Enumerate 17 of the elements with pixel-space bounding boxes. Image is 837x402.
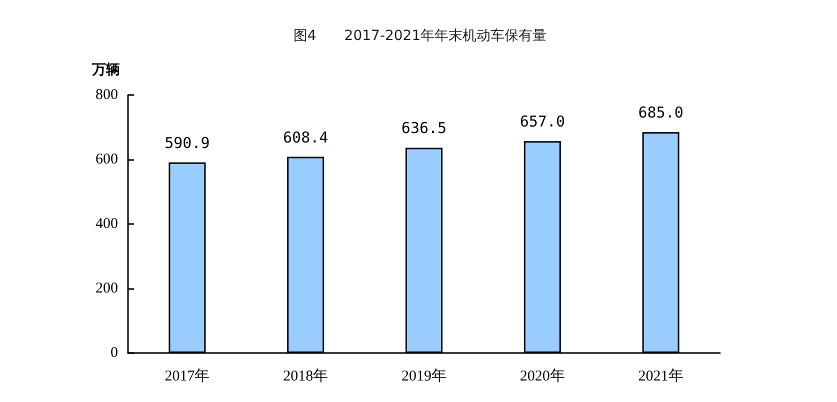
x-tick-label: 2017年	[164, 368, 210, 384]
y-tick-label: 200	[96, 280, 118, 296]
data-label: 657.0	[520, 112, 565, 131]
data-label: 636.5	[401, 119, 447, 138]
data-label: 685.0	[638, 104, 684, 122]
y-axis-title: 万辆	[91, 62, 120, 78]
x-tick-label: 2021年	[638, 368, 684, 384]
y-tick-label: 600	[96, 152, 118, 168]
y-tick-label: 0	[110, 345, 118, 361]
data-label: 590.9	[164, 134, 210, 152]
y-tick-label: 400	[96, 216, 118, 232]
x-tick-label: 2018年	[283, 368, 328, 384]
x-tick-label: 2020年	[520, 368, 565, 384]
x-tick-label: 2019年	[402, 368, 446, 384]
y-tick-label: 800	[96, 87, 118, 103]
chart-title: 图4 2017-2021年年末机动车保有量	[293, 28, 547, 44]
data-label: 608.4	[283, 128, 328, 146]
